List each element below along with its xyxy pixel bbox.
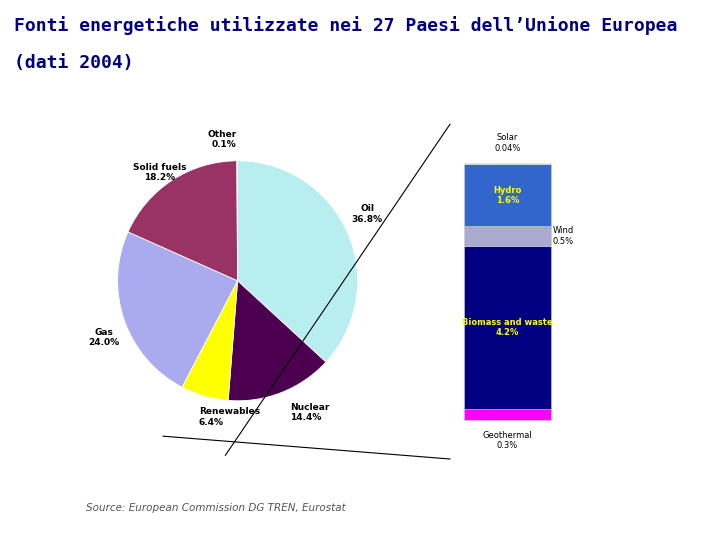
Text: Gas
24.0%: Gas 24.0% — [89, 328, 120, 347]
Bar — [464, 163, 551, 164]
Text: Nuclear
14.4%: Nuclear 14.4% — [289, 403, 329, 422]
Wedge shape — [228, 281, 326, 401]
Bar — [464, 226, 551, 246]
Text: Renewables
6.4%: Renewables 6.4% — [199, 407, 260, 427]
Bar — [464, 164, 551, 226]
Text: Fonti energetiche utilizzate nei 27 Paesi dell’Unione Europea: Fonti energetiche utilizzate nei 27 Paes… — [14, 16, 678, 35]
Bar — [464, 409, 551, 420]
Wedge shape — [117, 232, 238, 387]
Wedge shape — [237, 161, 238, 281]
Text: Oil
36.8%: Oil 36.8% — [351, 204, 383, 224]
Text: Geothermal
0.3%: Geothermal 0.3% — [482, 431, 533, 450]
Text: Other
0.1%: Other 0.1% — [207, 130, 236, 149]
Wedge shape — [128, 161, 238, 281]
Text: Solid fuels
18.2%: Solid fuels 18.2% — [132, 163, 186, 182]
Wedge shape — [182, 281, 238, 401]
Text: Solar
0.04%: Solar 0.04% — [495, 133, 521, 152]
Text: Wind
0.5%: Wind 0.5% — [553, 226, 575, 246]
Text: Hydro
1.6%: Hydro 1.6% — [493, 186, 522, 205]
Text: Source: European Commission DG TREN, Eurostat: Source: European Commission DG TREN, Eur… — [86, 503, 346, 513]
Bar — [464, 246, 551, 409]
Wedge shape — [238, 161, 358, 362]
Text: (dati 2004): (dati 2004) — [14, 54, 134, 72]
Text: Biomass and waste
4.2%: Biomass and waste 4.2% — [462, 318, 553, 337]
